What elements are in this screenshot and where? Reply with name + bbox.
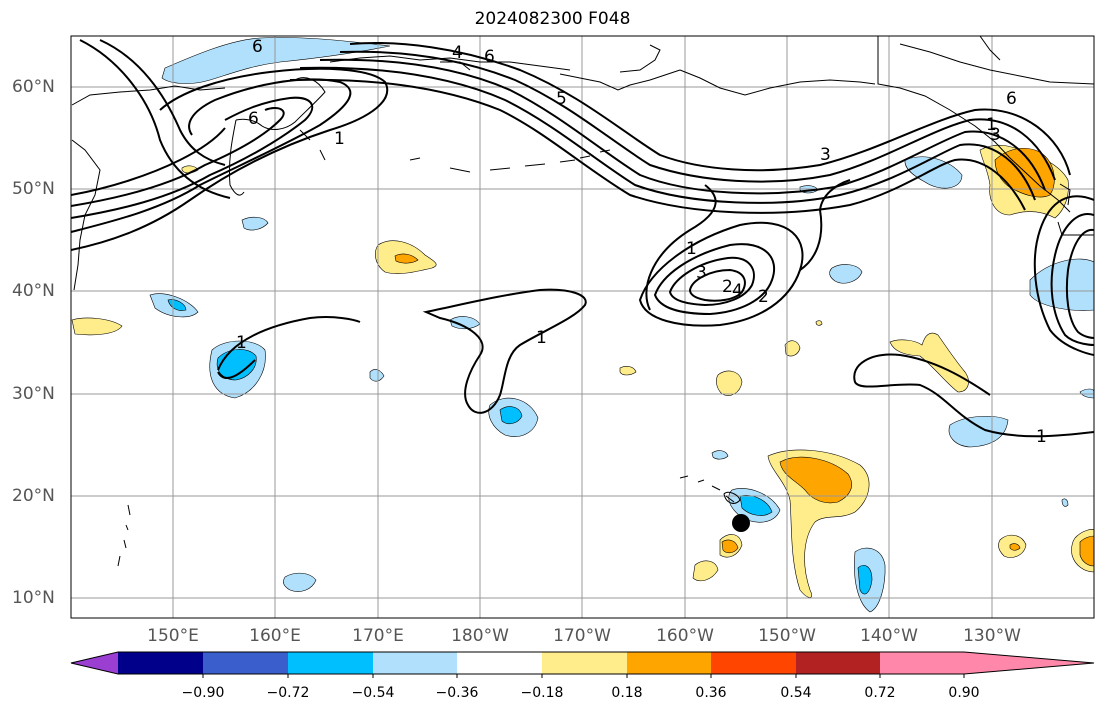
colorbar-swatch bbox=[711, 652, 796, 674]
colorbar-swatch bbox=[627, 652, 711, 674]
contour-label: 1 bbox=[334, 129, 345, 149]
lon-label: 160°E bbox=[249, 626, 301, 646]
contour-label: 6 bbox=[252, 37, 263, 57]
lat-label: 50°N bbox=[12, 179, 55, 199]
contour-label: 4 bbox=[732, 281, 743, 301]
colorbar-swatch bbox=[796, 652, 880, 674]
contour-label: 4 bbox=[452, 43, 463, 63]
figure-title: 2024082300 F048 bbox=[474, 9, 631, 29]
colorbar-extend-high bbox=[964, 652, 1094, 674]
colorbar-tick-label: 0.36 bbox=[695, 685, 727, 701]
colorbar-tick-label: −0.90 bbox=[181, 685, 225, 701]
contour-label: 3 bbox=[820, 145, 831, 165]
negative-anomaly-strong bbox=[167, 299, 873, 595]
colorbar-swatch bbox=[457, 652, 542, 674]
colorbar-tick-label: −0.36 bbox=[435, 685, 479, 701]
colorbar-swatch bbox=[542, 652, 627, 674]
lon-label: 170°E bbox=[352, 626, 404, 646]
colorbar-tick-label: 0.54 bbox=[780, 685, 812, 701]
colorbar-tick-label: 0.90 bbox=[948, 685, 980, 701]
colorbar-swatch bbox=[880, 652, 964, 674]
colorbar-extend-low bbox=[71, 652, 118, 674]
contour-label: 1 bbox=[1036, 427, 1047, 447]
contour-label: 2 bbox=[722, 277, 733, 297]
contour-label: 1 bbox=[686, 239, 697, 259]
lon-label: 180°W bbox=[451, 626, 509, 646]
contour-label: 2 bbox=[758, 287, 769, 307]
colorbar-swatch bbox=[203, 652, 288, 674]
colorbar-tick-label: −0.54 bbox=[351, 685, 395, 701]
map-frame bbox=[70, 35, 1095, 619]
lat-label: 20°N bbox=[12, 486, 55, 506]
negative-anomaly-light bbox=[149, 37, 1094, 613]
contour-label: 1 bbox=[536, 328, 547, 348]
colorbar-tick-label: 0.72 bbox=[864, 685, 896, 701]
colorbar-swatch bbox=[288, 652, 373, 674]
contour-label: 1 bbox=[986, 115, 997, 135]
lon-label: 170°W bbox=[553, 626, 611, 646]
colorbar-tick-label: −0.72 bbox=[266, 685, 310, 701]
contour-label: 6 bbox=[248, 109, 259, 129]
colorbar bbox=[70, 651, 1095, 678]
contour-label: 6 bbox=[484, 47, 495, 67]
lon-label: 150°E bbox=[147, 626, 199, 646]
lon-label: 130°W bbox=[963, 626, 1021, 646]
graticule bbox=[71, 36, 1094, 618]
contour-label: 1 bbox=[236, 333, 247, 353]
colorbar-tick-label: 0.18 bbox=[611, 685, 643, 701]
lon-label: 140°W bbox=[860, 626, 918, 646]
lat-label: 10°N bbox=[12, 588, 55, 608]
contour-label: 6 bbox=[1006, 89, 1017, 109]
contour-label: 3 bbox=[696, 263, 707, 283]
contour-label: 3 bbox=[990, 125, 1001, 145]
colorbar-swatch bbox=[118, 652, 203, 674]
lat-label: 30°N bbox=[12, 384, 55, 404]
colorbar-swatch bbox=[373, 652, 457, 674]
anomaly-fill-layer bbox=[71, 37, 1094, 613]
storm-center-marker bbox=[732, 514, 750, 532]
contour-lines bbox=[71, 39, 1094, 438]
contour-label: 5 bbox=[556, 89, 567, 109]
lon-label: 150°W bbox=[758, 626, 816, 646]
lon-label: 160°W bbox=[656, 626, 714, 646]
contour-label-layer: 6 6 6 6 5 4 3 2 1 1 1 1 1 3 2 4 3 1 bbox=[236, 37, 1047, 447]
lat-label: 60°N bbox=[12, 77, 55, 97]
lat-label: 40°N bbox=[12, 281, 55, 301]
colorbar-tick-label: −0.18 bbox=[520, 685, 564, 701]
coastlines bbox=[71, 36, 1094, 567]
